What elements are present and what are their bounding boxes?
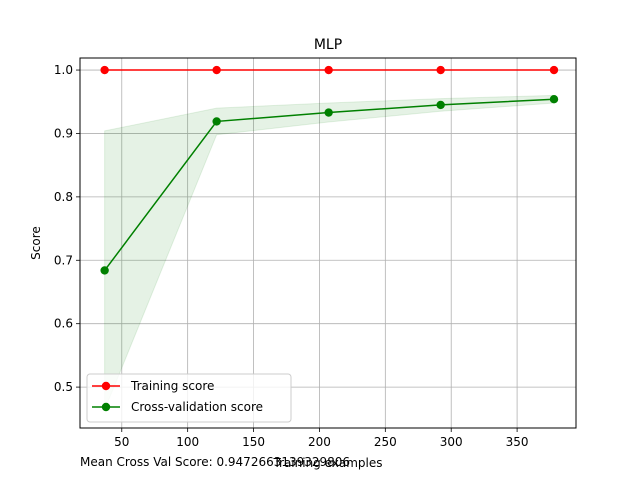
y-axis-label: Score <box>29 226 43 260</box>
x-tick-label: 300 <box>440 435 463 449</box>
point-cv <box>212 117 221 126</box>
legend: Training score Cross-validation score <box>86 373 292 423</box>
x-tick-label: 50 <box>114 435 129 449</box>
y-tick-label: 0.5 <box>54 380 73 394</box>
x-tick-label: 350 <box>506 435 529 449</box>
x-tick-label: 100 <box>176 435 199 449</box>
chart-title: MLP <box>314 37 342 53</box>
legend-marker-training <box>101 381 111 391</box>
y-tick-label: 0.6 <box>54 317 73 331</box>
series-points <box>100 65 559 275</box>
x-tick-label: 150 <box>242 435 265 449</box>
y-tick-label: 0.8 <box>54 190 73 204</box>
y-tick-label: 0.7 <box>54 253 73 267</box>
point-training <box>549 65 559 75</box>
legend-marker-cv <box>101 402 111 412</box>
y-tick-label: 1.0 <box>54 63 73 77</box>
point-training <box>100 65 109 75</box>
point-cv <box>436 100 445 110</box>
point-training <box>436 65 445 75</box>
y-tick-label: 0.9 <box>54 126 73 140</box>
point-cv <box>100 266 109 275</box>
point-training <box>212 65 221 75</box>
point-training <box>324 65 333 75</box>
plot-frame <box>79 57 577 429</box>
legend-box <box>86 373 292 423</box>
legend-label-training: Training score <box>130 379 214 393</box>
x-axis-label: Training examples <box>272 456 382 470</box>
x-tick-label: 200 <box>308 435 331 449</box>
y-axis-ticks: 0.5 0.6 0.7 0.8 0.9 1.0 <box>54 63 80 394</box>
x-axis-ticks: 50 100 150 200 250 300 350 <box>114 428 529 449</box>
legend-label-cv: Cross-validation score <box>131 400 263 414</box>
plot-area <box>80 58 576 428</box>
x-tick-label: 250 <box>374 435 397 449</box>
point-cv <box>549 95 559 104</box>
point-cv <box>324 108 333 117</box>
mean-cv-score-annotation: Mean Cross Val Score: 0.9472663139329806 <box>80 455 350 469</box>
